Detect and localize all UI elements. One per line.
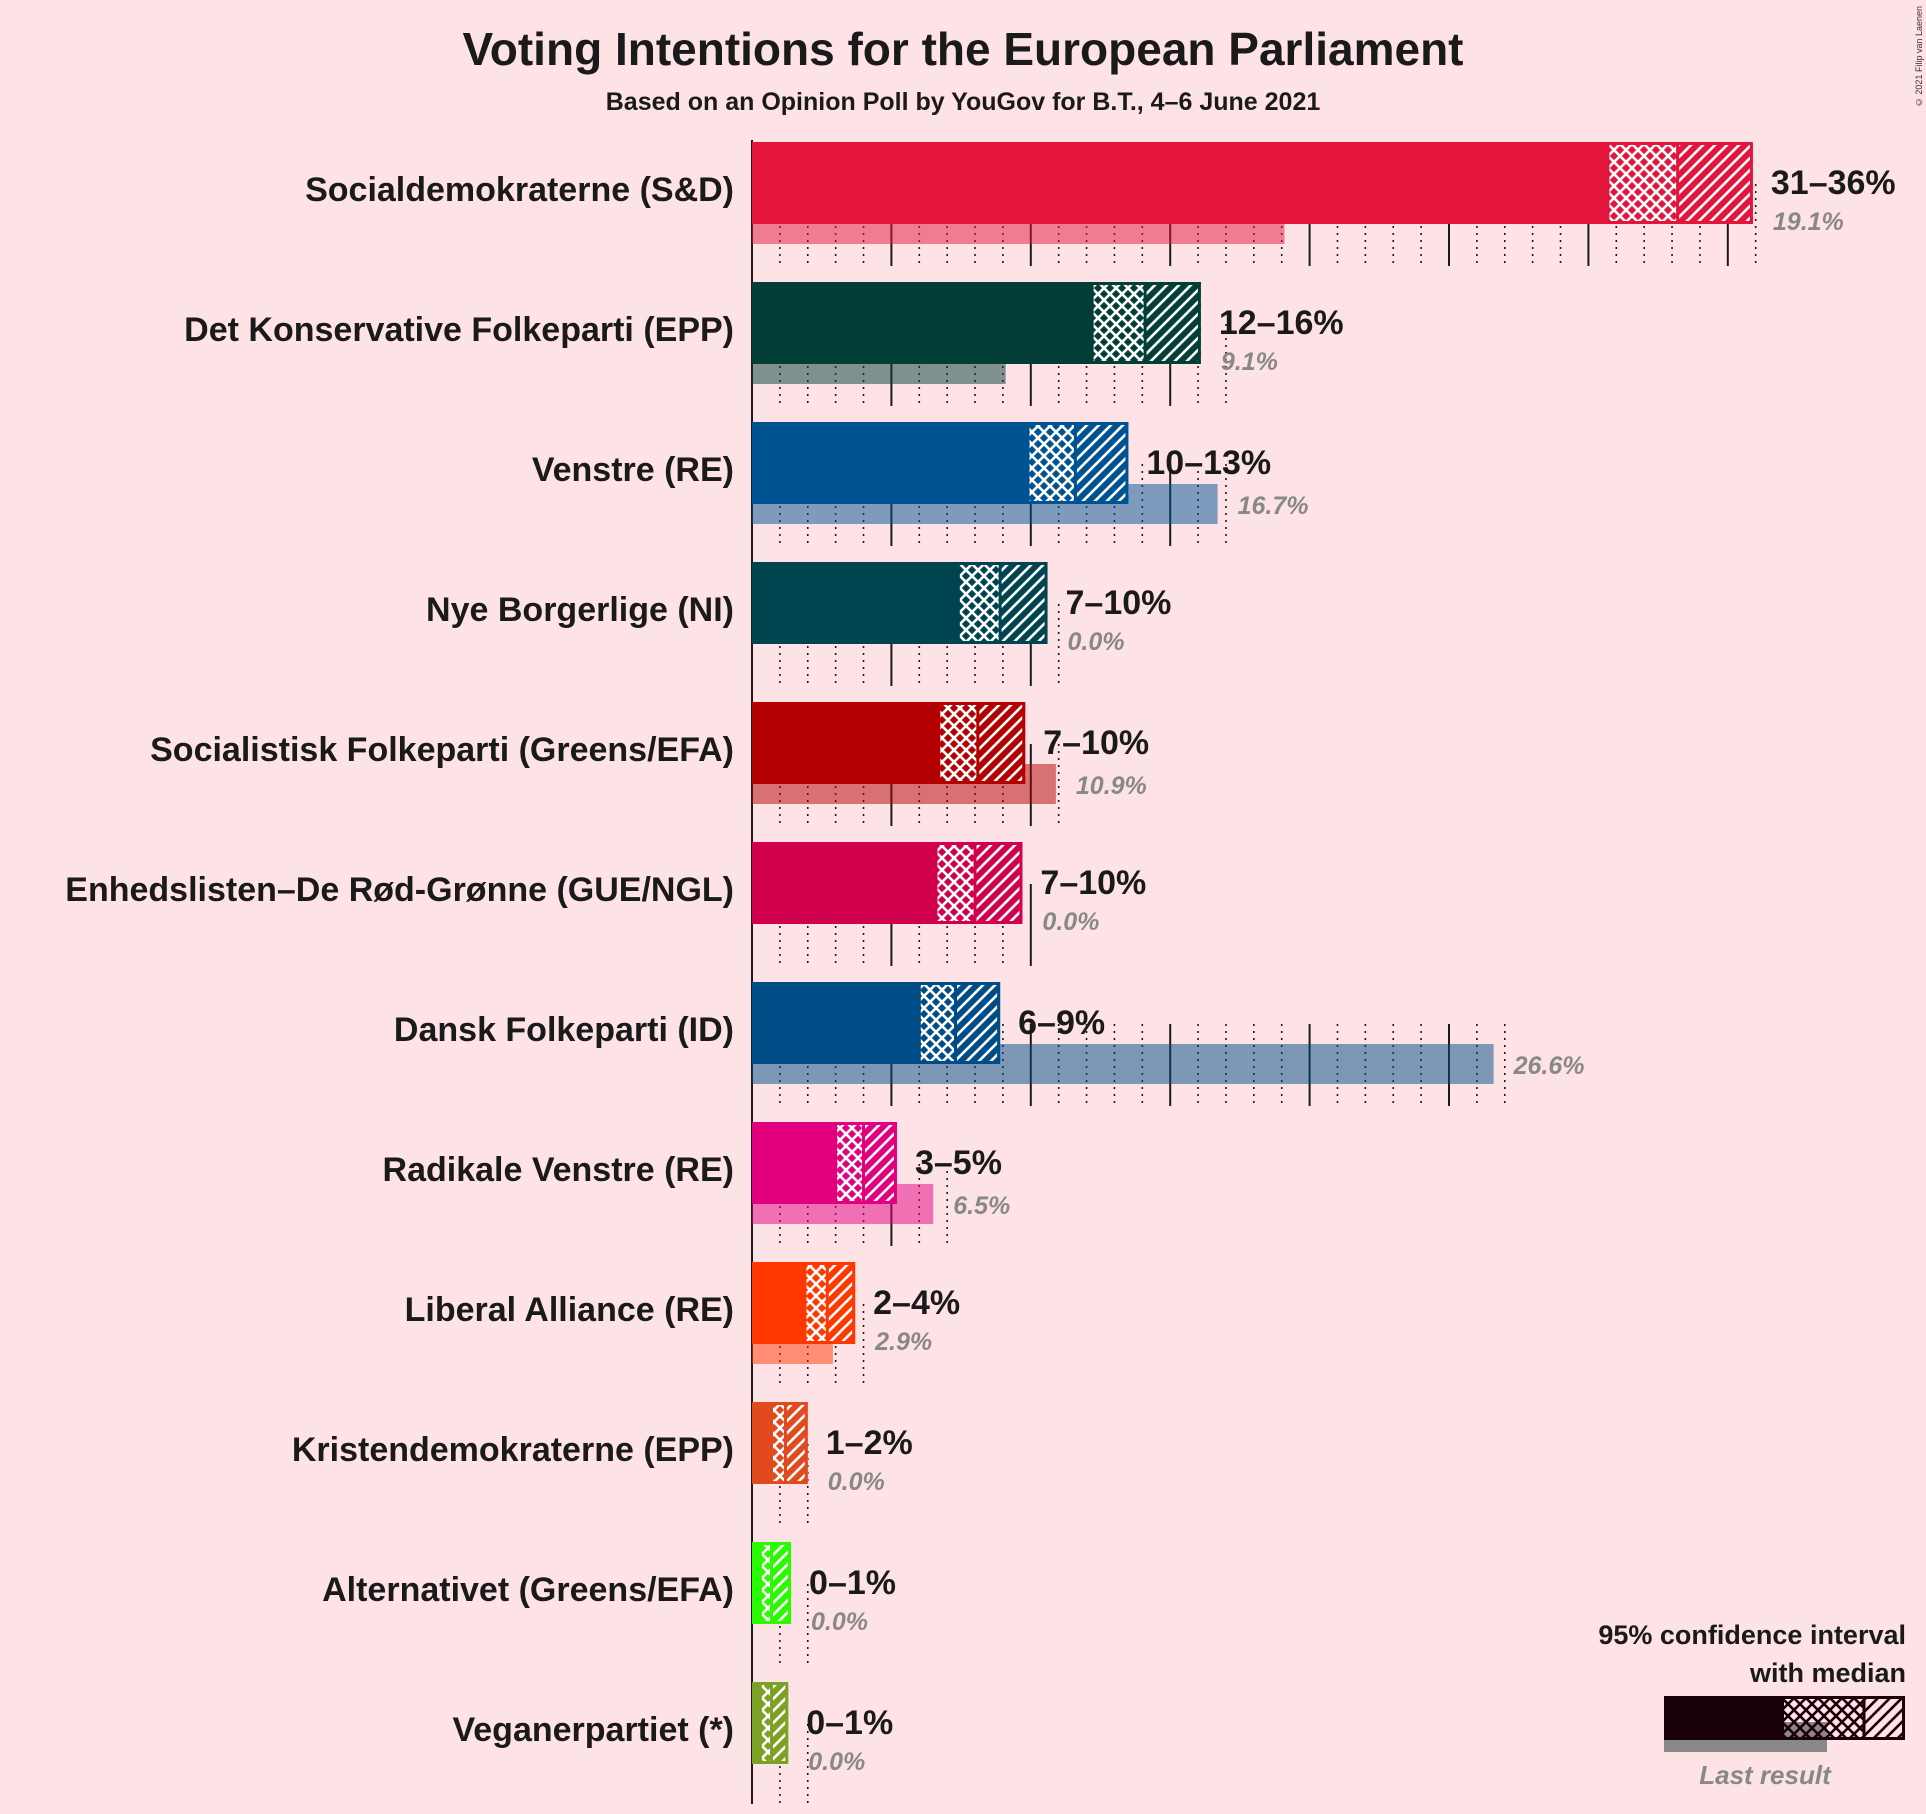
- legend-upper-swatch: [1864, 1696, 1904, 1740]
- party-label: Kristendemokraterne (EPP): [292, 1431, 734, 1469]
- legend-title-text: 95% confidence interval with median: [1598, 1620, 1906, 1688]
- legend-title: 95% confidence interval with median: [1586, 1616, 1906, 1692]
- range-label: 3–5%: [915, 1144, 1002, 1182]
- party-label: Det Konservative Folkeparti (EPP): [184, 311, 734, 349]
- ci-solid-bar: [752, 1682, 761, 1764]
- ci-lower-hatch: [760, 1682, 772, 1764]
- ci-solid-bar: [752, 142, 1608, 224]
- ci-outline: [758, 1682, 789, 1764]
- party-label: Socialdemokraterne (S&D): [305, 171, 734, 209]
- party-label: Liberal Alliance (RE): [405, 1291, 734, 1329]
- ci-upper-hatch: [955, 982, 1001, 1064]
- legend-outline: [1664, 1696, 1905, 1740]
- ci-upper-hatch: [977, 702, 1026, 784]
- ci-upper-hatch: [1677, 142, 1753, 224]
- range-label: 10–13%: [1146, 444, 1271, 482]
- ci-lower-hatch: [919, 982, 956, 1064]
- legend: [1664, 1696, 1905, 1752]
- chart-subtitle: Based on an Opinion Poll by YouGov for B…: [605, 88, 1321, 116]
- range-label: 0–1%: [806, 1704, 893, 1742]
- bars: [752, 142, 1753, 1764]
- range-label: 31–36%: [1771, 164, 1896, 202]
- ci-lower-hatch: [1028, 422, 1076, 504]
- last-result-label: 2.9%: [874, 1328, 932, 1356]
- ci-upper-hatch: [863, 1122, 897, 1204]
- party-label: Venstre (RE): [532, 451, 734, 489]
- ci-lower-hatch: [1607, 142, 1678, 224]
- legend-lower-swatch: [1784, 1696, 1864, 1740]
- last-result-label: 0.0%: [828, 1468, 885, 1496]
- ci-solid-bar: [752, 1122, 836, 1204]
- ci-solid-bar: [752, 842, 937, 924]
- grid-lines: [751, 140, 1757, 1806]
- ci-upper-hatch: [827, 1262, 856, 1344]
- ci-upper-hatch: [771, 1542, 792, 1624]
- ci-outline: [1026, 422, 1129, 504]
- ci-outline: [758, 1542, 792, 1624]
- party-label: Alternativet (Greens/EFA): [322, 1571, 734, 1609]
- ci-solid-bar: [752, 982, 920, 1064]
- ci-upper-hatch: [771, 1682, 789, 1764]
- legend-last-result-label: Last result: [1699, 1760, 1831, 1790]
- ci-lower-hatch: [771, 1402, 786, 1484]
- ci-solid-bar: [752, 562, 959, 644]
- ci-upper-hatch: [1075, 422, 1129, 504]
- range-label: 12–16%: [1219, 304, 1344, 342]
- last-result-label: 19.1%: [1773, 208, 1844, 236]
- party-label: Dansk Folkeparti (ID): [394, 1011, 734, 1049]
- ci-lower-hatch: [804, 1262, 828, 1344]
- ci-upper-hatch: [975, 842, 1023, 924]
- range-label: 0–1%: [809, 1564, 896, 1602]
- last-result-label: 0.0%: [1042, 908, 1099, 936]
- ci-outline: [834, 1122, 897, 1204]
- ci-lower-hatch: [760, 1542, 772, 1624]
- legend-solid-swatch: [1664, 1696, 1784, 1740]
- last-result-label: 16.7%: [1238, 492, 1309, 520]
- range-label: 2–4%: [873, 1284, 960, 1322]
- last-result-label: 0.0%: [808, 1748, 865, 1776]
- party-label: Enhedslisten–De Rød-Grønne (GUE/NGL): [65, 871, 734, 909]
- ci-lower-hatch: [938, 702, 978, 784]
- ci-lower-hatch: [958, 562, 1001, 644]
- ci-lower-hatch: [936, 842, 976, 924]
- ci-upper-hatch: [1000, 562, 1048, 644]
- ci-solid-bar: [752, 1262, 805, 1344]
- ci-outline: [770, 1402, 808, 1484]
- ci-solid-bar: [752, 422, 1029, 504]
- range-label: 1–2%: [826, 1424, 913, 1462]
- ci-outline: [803, 1262, 856, 1344]
- party-label: Radikale Venstre (RE): [383, 1151, 734, 1189]
- ci-lower-hatch: [1092, 282, 1146, 364]
- last-result-label: 0.0%: [1068, 628, 1125, 656]
- last-result-label: 6.5%: [953, 1192, 1010, 1220]
- ci-upper-hatch: [1145, 282, 1201, 364]
- range-label: 6–9%: [1018, 1004, 1105, 1042]
- ci-solid-bar: [752, 702, 939, 784]
- ci-outline: [934, 842, 1023, 924]
- ci-solid-bar: [752, 1402, 772, 1484]
- ci-lower-hatch: [835, 1122, 864, 1204]
- ci-outline: [917, 982, 1001, 1064]
- ci-outline: [1606, 142, 1753, 224]
- last-result-label: 10.9%: [1076, 772, 1147, 800]
- ci-solid-bar: [752, 1542, 761, 1624]
- ci-outline: [937, 702, 1026, 784]
- ci-upper-hatch: [785, 1402, 808, 1484]
- labels: Socialdemokraterne (S&D) 31–36% 19.1% Det K…: [65, 164, 1895, 1776]
- party-label: Veganerpartiet (*): [452, 1711, 734, 1749]
- last-result-label: 0.0%: [811, 1608, 868, 1636]
- range-label: 7–10%: [1043, 724, 1149, 762]
- range-label: 7–10%: [1066, 584, 1172, 622]
- range-label: 7–10%: [1040, 864, 1146, 902]
- party-label: Nye Borgerlige (NI): [426, 591, 734, 629]
- ci-solid-bar: [752, 282, 1093, 364]
- party-label: Socialistisk Folkeparti (Greens/EFA): [150, 731, 734, 769]
- chart-title: Voting Intentions for the European Parli…: [462, 23, 1464, 75]
- ci-outline: [956, 562, 1048, 644]
- last-result-label: 26.6%: [1513, 1052, 1585, 1080]
- last-result-label: 9.1%: [1221, 348, 1278, 376]
